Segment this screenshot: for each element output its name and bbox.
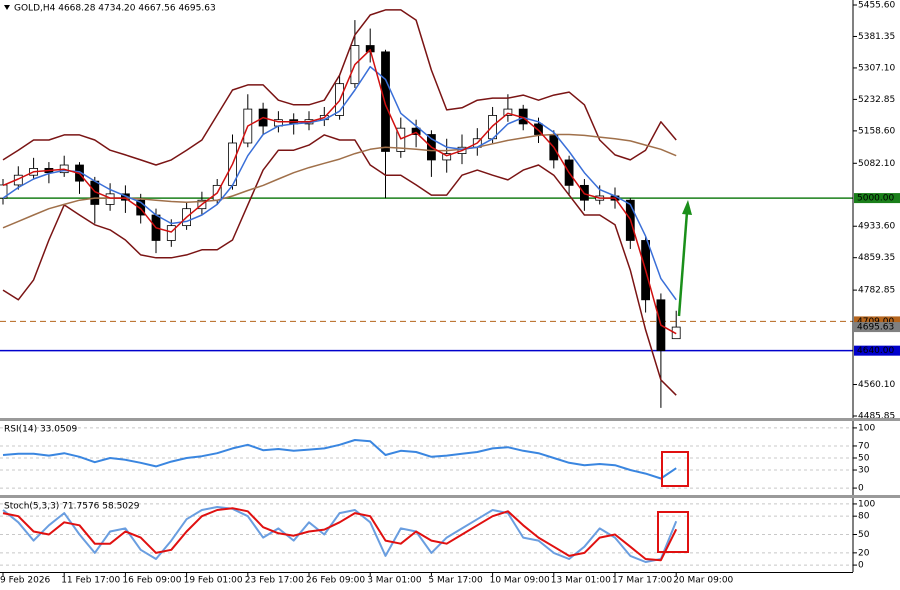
candle-body xyxy=(503,108,513,116)
price-level-label: 5000.00 xyxy=(857,194,894,204)
x-tick-label: 20 Mar 09:00 xyxy=(673,576,733,586)
x-tick-label: 10 Mar 09:00 xyxy=(490,576,550,586)
price-level-tag xyxy=(854,193,900,204)
y-tick-label: 5381.35 xyxy=(858,32,895,42)
x-tick-label: 17 Mar 17:00 xyxy=(612,576,672,586)
chart-title: GOLD,H4 4668.28 4734.20 4667.56 4695.63 xyxy=(14,4,216,14)
y-tick-label: 100 xyxy=(858,499,875,509)
indicator-line xyxy=(2,65,677,301)
candle-body xyxy=(411,127,421,135)
candle-body xyxy=(534,123,543,135)
price-level-tag xyxy=(854,345,900,356)
x-tick-label: 9 Feb 2026 xyxy=(0,576,51,586)
y-tick-label: 100 xyxy=(858,423,875,433)
arrow-annotation xyxy=(677,211,689,317)
indicator-line xyxy=(2,506,678,563)
candle-body xyxy=(442,153,452,161)
indicator-line xyxy=(2,439,677,480)
y-tick-label: 0 xyxy=(858,561,864,571)
y-tick-label: 5455.60 xyxy=(858,1,895,11)
price-level-tag xyxy=(854,316,900,327)
y-tick-label: 5232.85 xyxy=(858,95,895,105)
candle-body xyxy=(381,51,390,152)
x-tick-label: 16 Feb 09:00 xyxy=(122,576,181,586)
y-tick-label: 4933.60 xyxy=(858,222,895,232)
x-tick-label: 11 Feb 17:00 xyxy=(61,576,120,586)
indicator-line xyxy=(2,507,678,562)
x-tick-label: 3 Mar 01:00 xyxy=(367,576,422,586)
x-tick-label: 23 Feb 17:00 xyxy=(245,576,304,586)
y-tick-label: 5158.60 xyxy=(858,126,895,136)
highlight-box xyxy=(661,451,689,487)
y-tick-label: 5307.10 xyxy=(858,63,895,73)
y-tick-label: 4859.35 xyxy=(858,253,895,263)
y-tick-label: 70 xyxy=(858,441,870,451)
symbol-menu-icon[interactable] xyxy=(4,5,10,10)
y-tick-label: 80 xyxy=(858,512,870,522)
panel-separator xyxy=(0,495,900,498)
stoch-title: Stoch(5,3,3) 71.7576 58.5029 xyxy=(4,502,140,512)
y-tick-label: 4560.10 xyxy=(858,380,895,390)
price-level-label: 4709.00 xyxy=(857,317,894,327)
y-tick-label: 5082.10 xyxy=(858,159,895,169)
price-level-label: 4640.00 xyxy=(857,346,894,356)
candle-body xyxy=(166,225,176,241)
y-tick-label: 4485.85 xyxy=(858,411,895,421)
candle-body xyxy=(136,199,146,216)
candle-body xyxy=(105,193,115,205)
price-level-tag xyxy=(854,322,900,333)
rsi-title: RSI(14) 33.0509 xyxy=(4,425,77,435)
y-tick-label: 50 xyxy=(858,454,870,464)
panel-separator xyxy=(0,418,900,421)
candle-body xyxy=(396,127,406,152)
y-tick-label: 4782.85 xyxy=(858,286,895,296)
y-tick-label: 30 xyxy=(858,466,870,476)
indicator-line xyxy=(2,49,677,335)
y-tick-label: 50 xyxy=(858,530,870,540)
x-tick-label: 19 Feb 01:00 xyxy=(184,576,243,586)
x-tick-label: 26 Feb 09:00 xyxy=(306,576,365,586)
arrow-head xyxy=(682,200,692,215)
y-tick-label: 20 xyxy=(858,548,870,558)
x-tick-label: 5 Mar 17:00 xyxy=(428,576,483,586)
y-tick-label: 0 xyxy=(858,484,864,494)
indicator-line xyxy=(2,134,677,396)
price-level-label: 4695.63 xyxy=(857,323,894,333)
indicator-line xyxy=(2,9,677,166)
x-tick-label: 13 Mar 01:00 xyxy=(551,576,611,586)
highlight-box xyxy=(657,511,689,553)
